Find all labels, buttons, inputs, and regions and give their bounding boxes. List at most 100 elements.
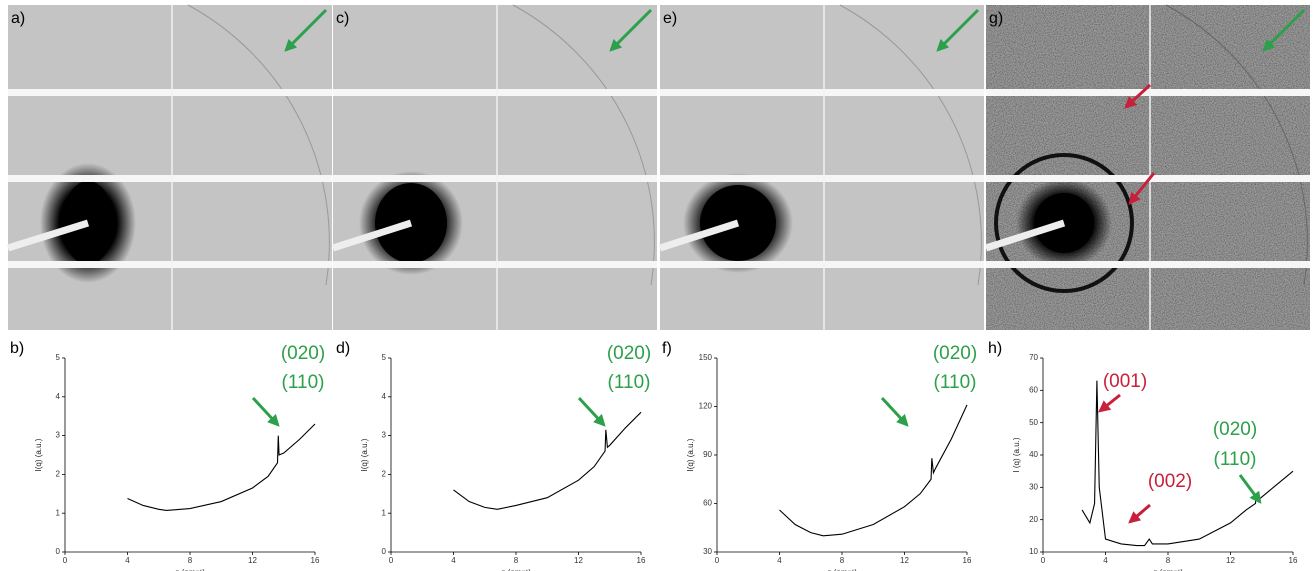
annotation: (110) <box>934 372 977 393</box>
arrow <box>1262 8 1306 52</box>
scatter-ring <box>187 4 330 286</box>
detector-gap <box>986 89 1310 96</box>
detector-gap <box>333 175 657 182</box>
annotation: (001) <box>1103 371 1147 392</box>
y-tick-label: 30 <box>703 547 712 556</box>
y-tick-label: 10 <box>1029 547 1038 556</box>
arrow <box>284 8 328 52</box>
arrow <box>1098 393 1121 413</box>
arrow <box>1238 474 1262 504</box>
arrow <box>1128 172 1156 205</box>
x-tick-label: 8 <box>188 556 193 565</box>
y-tick-label: 3 <box>56 431 61 440</box>
panel-label: d) <box>336 340 350 357</box>
y-tick-label: 4 <box>56 392 61 401</box>
line-series <box>453 411 642 510</box>
x-axis-label: q (nm⁻¹) <box>827 568 857 571</box>
line-series <box>127 423 316 512</box>
x-tick-label: 16 <box>637 556 646 565</box>
y-tick-label: 40 <box>1029 450 1038 459</box>
x-tick-label: 12 <box>248 556 257 565</box>
beam-stop <box>331 219 413 252</box>
x-axis-label: q (nm⁻¹) <box>1153 568 1183 571</box>
scatter-ring <box>1165 4 1308 286</box>
panel-label: e) <box>663 10 677 27</box>
detector-gap <box>660 89 984 96</box>
x-tick-label: 12 <box>900 556 909 565</box>
detector-gap <box>8 175 332 182</box>
x-tick-label: 16 <box>1289 556 1298 565</box>
x-tick-label: 8 <box>840 556 845 565</box>
panel-label: a) <box>11 10 25 27</box>
beam-stop <box>6 219 90 252</box>
annotation: (110) <box>608 372 651 393</box>
x-tick-label: 8 <box>1166 556 1171 565</box>
x-tick-label: 12 <box>574 556 583 565</box>
x-tick-label: 0 <box>63 556 68 565</box>
y-tick-label: 20 <box>1029 515 1038 524</box>
y-tick-label: 5 <box>382 353 387 362</box>
panel-label: c) <box>336 10 349 27</box>
detector-image <box>8 5 332 330</box>
y-tick-label: 3 <box>382 431 387 440</box>
x-tick-label: 4 <box>451 556 456 565</box>
annotation: (020) <box>933 343 977 364</box>
y-tick-label: 2 <box>382 470 387 479</box>
detector-image <box>333 5 657 330</box>
y-tick-label: 0 <box>382 547 387 556</box>
x-tick-label: 0 <box>1041 556 1046 565</box>
annotation: (020) <box>1213 419 1257 440</box>
scatter-ring <box>839 4 982 286</box>
detector-gap <box>8 261 332 268</box>
y-axis-label: I(q) (a.u.) <box>360 438 369 471</box>
y-tick-label: 120 <box>699 402 713 411</box>
beam-stop <box>658 219 740 252</box>
beam-stop <box>984 219 1066 252</box>
y-tick-label: 60 <box>1029 385 1038 394</box>
y-tick-label: 70 <box>1029 353 1038 362</box>
detector-gap <box>333 89 657 96</box>
y-tick-label: 30 <box>1029 482 1038 491</box>
x-tick-label: 4 <box>1103 556 1108 565</box>
y-tick-label: 1 <box>382 508 387 517</box>
annotation: (110) <box>1214 449 1257 470</box>
annotation: (020) <box>607 343 651 364</box>
annotation: (020) <box>281 343 325 364</box>
detector-gap <box>986 261 1310 268</box>
detector-image <box>660 5 984 330</box>
line-series <box>1081 380 1294 547</box>
y-tick-label: 4 <box>382 392 387 401</box>
panel-label: g) <box>989 10 1003 27</box>
x-axis-label: q (nm⁻¹) <box>501 568 531 571</box>
x-tick-label: 4 <box>777 556 782 565</box>
y-tick-label: 50 <box>1029 418 1038 427</box>
panel-label: f) <box>662 340 672 357</box>
y-tick-label: 90 <box>703 450 712 459</box>
x-tick-label: 0 <box>389 556 394 565</box>
panel-label: b) <box>10 340 24 357</box>
arrow <box>1128 503 1151 524</box>
detector-gap <box>333 261 657 268</box>
y-tick-label: 60 <box>703 499 712 508</box>
y-tick-label: 0 <box>56 547 61 556</box>
x-tick-label: 4 <box>125 556 130 565</box>
y-axis-label: I(q) (a.u.) <box>686 438 695 471</box>
x-tick-label: 16 <box>963 556 972 565</box>
x-tick-label: 8 <box>514 556 519 565</box>
y-axis-label: I(q) (a.u.) <box>34 438 43 471</box>
annotation: (110) <box>282 372 325 393</box>
x-tick-label: 16 <box>311 556 320 565</box>
image-noise <box>986 5 1310 330</box>
panel-label: h) <box>988 340 1002 357</box>
annotation: (002) <box>1148 471 1192 492</box>
x-axis-label: q (nm⁻¹) <box>175 568 205 571</box>
y-axis-label: I (q) (a.u.) <box>1012 437 1021 472</box>
arrow <box>251 396 280 427</box>
arrow <box>1124 83 1152 109</box>
arrow <box>936 8 980 52</box>
x-tick-label: 0 <box>715 556 720 565</box>
x-tick-label: 12 <box>1226 556 1235 565</box>
scatter-ring <box>512 4 655 286</box>
y-tick-label: 2 <box>56 470 61 479</box>
